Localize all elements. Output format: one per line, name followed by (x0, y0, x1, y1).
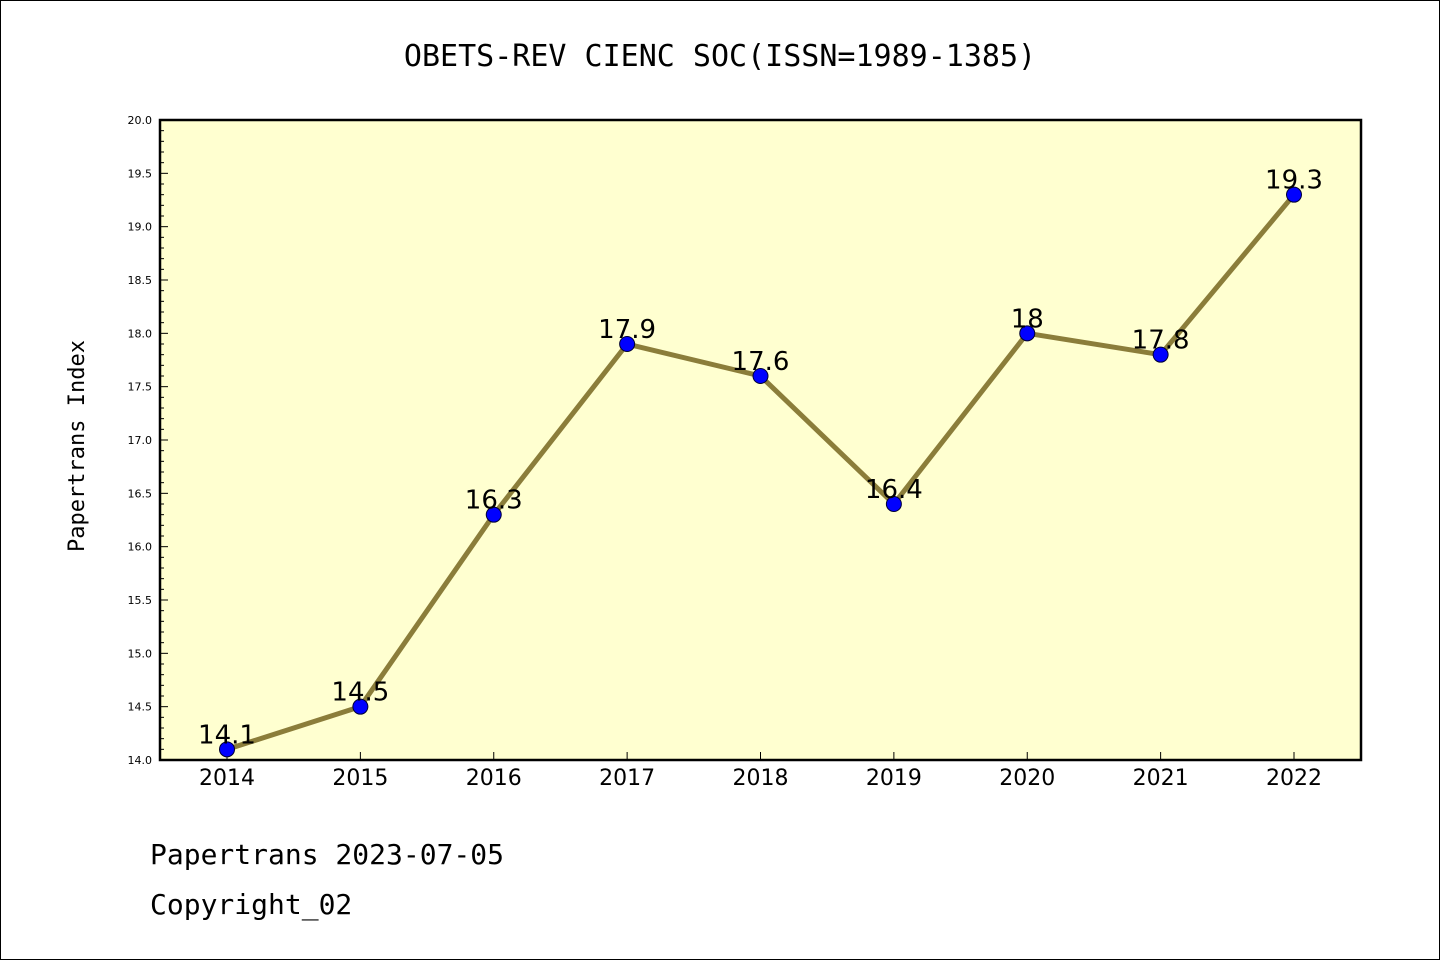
x-tick-label: 2022 (1266, 766, 1322, 791)
data-point (352, 698, 369, 715)
footer-copyright: Copyright_02 (150, 888, 352, 922)
plot-area (160, 120, 1361, 760)
y-tick-label: 16.0 (128, 541, 153, 554)
x-tick-label: 2020 (999, 766, 1055, 791)
y-tick-label: 18.5 (128, 274, 153, 287)
y-tick-label: 18.0 (128, 327, 153, 340)
data-label: 17.9 (598, 315, 656, 345)
x-axis: 2014 2015 2016 2017 2018 2019 2020 2021 2022 (199, 752, 1322, 791)
y-tick-label: 19.0 (128, 221, 153, 234)
plot-border (158, 118, 1363, 762)
data-point (752, 368, 769, 384)
x-tick-label: 2015 (332, 766, 388, 791)
y-axis-label: Papertrans Index (65, 340, 90, 552)
y-tick-label: 20.0 (128, 114, 153, 127)
data-point (619, 336, 636, 352)
x-tick-label: 2016 (466, 766, 522, 791)
data-point (219, 741, 235, 758)
data-label: 18 (1011, 304, 1044, 334)
data-label: 14.1 (198, 720, 256, 750)
data-point (1286, 186, 1302, 203)
x-tick-label: 2014 (199, 766, 255, 791)
chart-title: OBETS-REV CIENC SOC(ISSN=1989-1385) (404, 39, 1036, 74)
y-tick-label: 15.0 (128, 647, 153, 660)
data-point (1019, 325, 1036, 342)
y-tick-label: 14.0 (128, 754, 153, 767)
y-tick-label: 15.5 (128, 594, 153, 607)
y-tick-label: 14.5 (128, 701, 153, 714)
x-tick-label: 2018 (733, 766, 789, 791)
data-label: 14.5 (331, 678, 389, 708)
data-point (885, 496, 902, 512)
data-label: 16.4 (865, 475, 923, 505)
y-tick-label: 19.5 (128, 167, 153, 180)
x-tick-label: 2017 (599, 766, 655, 791)
y-axis: 14.0 14.5 15.0 15.5 16.0 16.5 17.0 17.5 18.0 18.5… (128, 114, 168, 767)
data-label: 17.6 (732, 347, 790, 377)
y-tick-label: 17.0 (128, 434, 153, 447)
x-tick-label: 2021 (1133, 766, 1189, 791)
data-point (1152, 346, 1169, 363)
data-point (485, 506, 502, 523)
data-labels: 14.1 14.5 16.3 17.9 17.6 16.4 18 17.8 19.3 (198, 166, 1323, 751)
data-label: 19.3 (1265, 166, 1323, 196)
data-label: 16.3 (465, 486, 523, 516)
y-tick-label: 17.5 (128, 381, 153, 394)
data-label: 17.8 (1132, 326, 1190, 356)
series-line (219, 186, 1302, 758)
footer-date: Papertrans 2023-07-05 (150, 838, 504, 871)
x-tick-label: 2019 (866, 766, 922, 791)
y-tick-label: 16.5 (128, 487, 153, 500)
